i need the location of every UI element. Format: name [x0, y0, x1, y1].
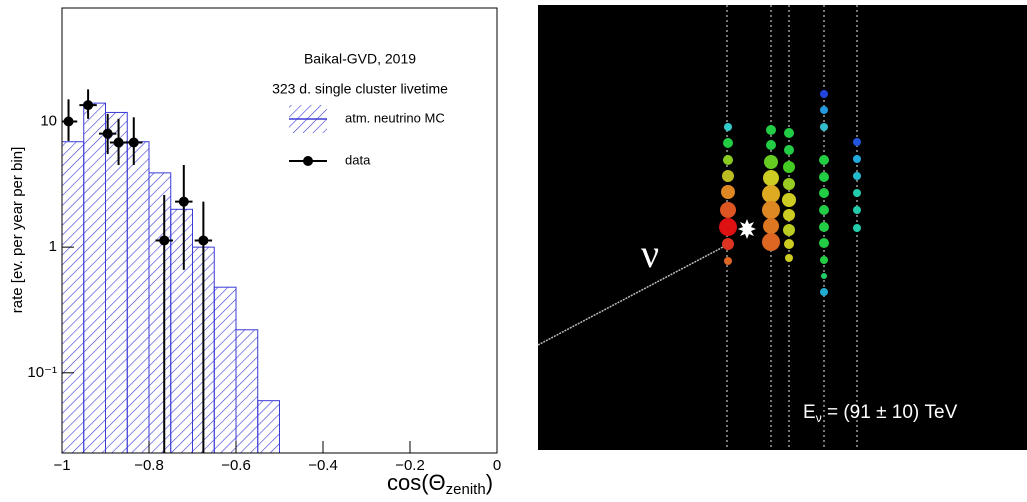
hit: [820, 123, 828, 131]
hit: [784, 145, 794, 155]
hit: [853, 206, 861, 214]
neutrino-track: [537, 245, 726, 346]
x-title-main: cos(Θ: [387, 470, 446, 495]
hit: [722, 170, 734, 182]
hit: [763, 170, 779, 186]
hit: [819, 155, 829, 165]
x-tick-label: 0: [493, 457, 501, 474]
hit: [783, 161, 795, 173]
hit: [783, 178, 795, 190]
data-point: [198, 235, 209, 246]
hit: [724, 123, 732, 131]
x-tick-label: −0.2: [395, 457, 425, 474]
data-point: [128, 137, 139, 148]
hit: [782, 193, 796, 207]
y-axis-title: rate [ev. per year per bin]: [9, 147, 26, 313]
hit: [819, 172, 829, 182]
hit: [820, 106, 828, 114]
annotation: 323 d. single cluster livetime: [272, 81, 448, 97]
legend-label: data: [345, 152, 371, 167]
hit: [821, 273, 827, 279]
hit: [766, 140, 776, 150]
hit: [820, 90, 828, 98]
histogram-bar: [126, 141, 150, 453]
y-tick-label: 1: [49, 238, 57, 255]
hit: [762, 201, 780, 219]
histogram-bar: [235, 329, 259, 453]
hit: [853, 224, 861, 232]
data-point: [178, 196, 189, 207]
histogram: [62, 102, 280, 453]
hit: [819, 188, 829, 198]
plot-frame: [61, 7, 498, 454]
hit: [853, 172, 861, 180]
hit: [819, 205, 829, 215]
hit: [819, 222, 829, 232]
x-tick-label: −0.6: [221, 457, 251, 474]
hit: [853, 189, 861, 197]
hit: [784, 239, 794, 249]
hit: [720, 202, 736, 218]
hit: [763, 218, 779, 234]
hit: [762, 233, 780, 251]
energy-label: Eν = (91 ± 10) TeV: [803, 402, 958, 425]
histogram-bar: [148, 172, 172, 453]
energy-symbol: E: [803, 402, 816, 423]
hit: [783, 209, 795, 221]
hit: [719, 218, 737, 236]
histogram-bar: [105, 111, 128, 453]
neutrino-symbol: ν: [641, 231, 659, 276]
legend-swatch-point: [303, 156, 313, 166]
event-background: [538, 5, 1027, 450]
hit: [764, 155, 778, 169]
hit: [721, 185, 735, 199]
energy-subscript: ν: [816, 411, 822, 425]
histogram-bar: [170, 208, 193, 453]
histogram-bar: [257, 400, 280, 453]
hit: [820, 256, 828, 264]
vertex-star: [738, 219, 756, 239]
x-tick-label: −1: [53, 457, 70, 474]
hit: [723, 155, 733, 165]
hit: [723, 138, 733, 148]
x-title-sub: zenith: [446, 481, 486, 498]
strings: [726, 5, 858, 450]
x-title-close: ): [486, 470, 493, 495]
hit: [853, 138, 861, 146]
hit: [785, 254, 793, 262]
data-points: [62, 89, 213, 453]
y-tick-label: 10: [40, 112, 57, 129]
legend-label: atm. neutrino MC: [345, 110, 445, 125]
x-tick-label: −0.8: [134, 457, 164, 474]
data-point: [113, 137, 124, 148]
hit: [783, 224, 795, 236]
legend: atm. neutrino MC data: [289, 105, 445, 167]
histogram-bar: [213, 286, 237, 453]
hit: [724, 257, 732, 265]
hit: [784, 128, 794, 138]
hit: [766, 125, 776, 135]
hits: [719, 90, 861, 296]
hit: [722, 238, 734, 250]
data-point: [102, 128, 113, 139]
event-display: ν Eν = (91 ± 10) TeV: [537, 5, 1027, 450]
hit: [820, 288, 828, 296]
hit: [853, 155, 861, 163]
hit: [762, 185, 780, 203]
data-point: [159, 235, 170, 246]
y-tick-label: 10⁻¹: [27, 364, 57, 381]
annotation: Baikal-GVD, 2019: [304, 51, 416, 67]
energy-text: = (91 ± 10) TeV: [822, 402, 958, 423]
histogram-bar: [83, 102, 106, 453]
data-point: [83, 100, 94, 111]
x-tick-label: −0.4: [308, 457, 338, 474]
histogram-bar: [62, 141, 85, 453]
chart: −1 −0.8 −0.6 −0.4 −0.2 0 10⁻¹ 1 10 atm. neutrino …: [27, 7, 501, 474]
hit: [819, 238, 829, 248]
x-axis-title: cos(Θzenith): [387, 470, 493, 498]
